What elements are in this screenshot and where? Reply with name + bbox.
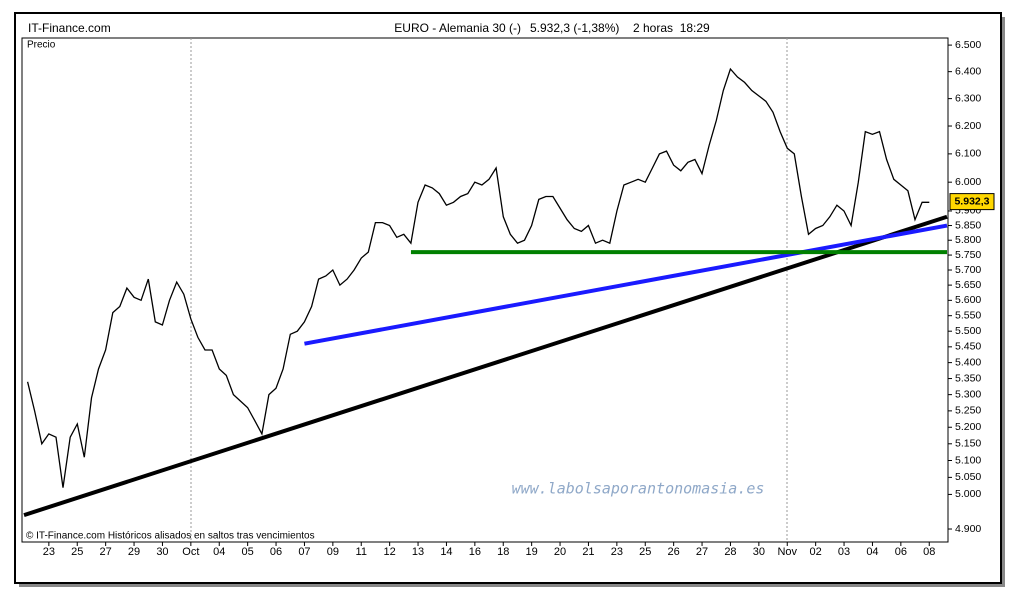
y-tick-label: 5.100 [955,454,981,466]
plot-area [21,37,949,543]
x-tick-label: 07 [298,546,310,558]
y-tick-label: 5.350 [955,372,981,384]
x-tick-label: 09 [327,546,339,558]
x-tick-label: 14 [440,546,452,558]
x-tick-label: 18 [497,546,509,558]
x-tick-label: 23 [43,546,55,558]
y-tick-label: 5.400 [955,356,981,368]
x-tick-label: 16 [469,546,481,558]
x-tick-label: 27 [696,546,708,558]
y-tick-label: 5.750 [955,249,981,261]
y-tick-label: 5.700 [955,264,981,276]
x-tick-label: 04 [213,546,225,558]
y-tick-label: 5.800 [955,234,981,246]
x-tick-label: 02 [810,546,822,558]
y-tick-label: 6.000 [955,176,981,188]
last-price-label: 5.932,3 [954,195,989,207]
y-tick-label: 6.200 [955,120,981,132]
x-tick-label: 06 [270,546,282,558]
y-tick-label: 6.500 [955,39,981,51]
x-tick-label: 08 [923,546,935,558]
x-tick-label: 21 [582,546,594,558]
y-tick-label: 5.250 [955,405,981,417]
y-axis-label: Precio [27,40,56,51]
x-tick-label: 04 [866,546,878,558]
price-line [26,67,930,488]
y-tick-label: 5.550 [955,309,981,321]
trendline [304,223,948,346]
x-tick-label: 12 [384,546,396,558]
x-tick-label: 25 [71,546,83,558]
site-name: IT-Finance.com [28,21,111,35]
footer: © IT-Finance.com Históricos alisados en … [26,531,315,542]
y-tick-label: 5.150 [955,438,981,450]
last-price-box [949,193,995,211]
x-tick-label: 26 [668,546,680,558]
x-tick-label: 19 [526,546,538,558]
x-tick-label: Oct [182,546,199,558]
y-tick-label: 5.600 [955,294,981,306]
period: 2 horas 18:29 [633,21,710,35]
x-tick-label: 23 [611,546,623,558]
quote: 5.932,3 (-1,38%) [530,21,619,35]
x-tick-label: 25 [639,546,651,558]
x-tick-label: 13 [412,546,424,558]
y-tick-label: 5.450 [955,341,981,353]
y-tick-label: 5.650 [955,279,981,291]
x-tick-label: 27 [100,546,112,558]
x-tick-label: 30 [156,546,168,558]
chart-title: EURO - Alemania 30 (-) [394,21,521,35]
y-tick-label: 5.000 [955,488,981,500]
x-tick-label: 20 [554,546,566,558]
x-tick-label: Nov [777,546,797,558]
trendline [23,214,948,517]
y-tick-label: 6.300 [955,92,981,104]
watermark: www.labolsaporantonomasia.es [512,480,765,498]
x-tick-label: 06 [895,546,907,558]
y-tick-label: 6.400 [955,65,981,77]
x-tick-label: 11 [356,546,367,558]
y-tick-label: 5.500 [955,325,981,337]
x-tick-label: 29 [128,546,140,558]
y-tick-label: 5.200 [955,421,981,433]
x-tick-label: 05 [242,546,254,558]
y-tick-label: 5.050 [955,471,981,483]
y-tick-label: 5.850 [955,219,981,231]
x-tick-label: 28 [724,546,736,558]
x-tick-label: 30 [753,546,765,558]
x-tick-label: 03 [838,546,850,558]
y-tick-label: 6.100 [955,148,981,160]
y-tick-label: 5.300 [955,388,981,400]
y-tick-label: 4.900 [955,523,981,535]
